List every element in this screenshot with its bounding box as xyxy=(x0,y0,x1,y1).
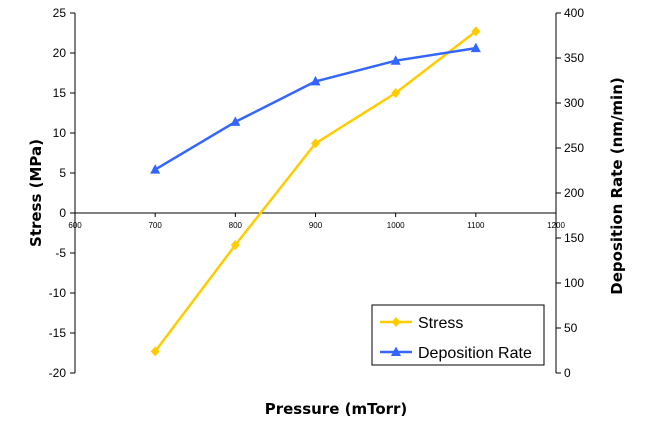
data-point-deposition-rate xyxy=(150,164,161,174)
x-tick-label: 700 xyxy=(148,221,162,230)
data-point-stress xyxy=(391,88,401,98)
legend-box xyxy=(371,304,545,366)
series-layer xyxy=(150,26,481,357)
data-point-deposition-rate xyxy=(230,116,241,126)
y2-tick-label: 50 xyxy=(564,321,578,335)
y-tick-label: -15 xyxy=(49,326,67,340)
legend-label-deposition-rate: Deposition Rate xyxy=(418,345,532,362)
y2-tick-label: 250 xyxy=(564,141,584,155)
legend-marker-stress xyxy=(391,317,401,327)
data-point-stress xyxy=(311,138,320,149)
x-axis: 600 700 800 900 1000 1100 1200 xyxy=(68,212,565,230)
x-tick-label: 800 xyxy=(229,221,243,230)
data-point-deposition-rate xyxy=(310,75,321,86)
x-tick-label: 1000 xyxy=(387,221,405,230)
y-tick-label: 5 xyxy=(59,166,66,180)
y2-tick-label: 350 xyxy=(564,51,584,65)
y-tick-label: 15 xyxy=(53,86,67,100)
y2-tick-label: 300 xyxy=(564,96,584,110)
y-axis-right-title: Deposition Rate (nm/min) xyxy=(608,77,626,294)
y2-tick-label: 150 xyxy=(564,231,584,245)
y-tick-label: -5 xyxy=(55,246,66,260)
y2-tick-label: 400 xyxy=(564,6,584,20)
x-tick-label: 1100 xyxy=(467,221,485,230)
data-point-stress xyxy=(471,26,481,37)
y2-tick-label: 200 xyxy=(564,186,584,200)
y-tick-label: 0 xyxy=(59,206,66,220)
legend-label-stress: Stress xyxy=(418,315,463,332)
y-tick-label: -20 xyxy=(49,366,67,380)
data-point-stress xyxy=(150,346,160,357)
y-tick-label: 20 xyxy=(53,46,67,60)
legend: Stress Deposition Rate xyxy=(371,304,545,366)
data-point-stress xyxy=(230,240,240,250)
y-axis-left: -20 -15 -10 -5 0 5 10 15 20 25 xyxy=(49,6,76,380)
y-tick-label: 10 xyxy=(53,126,67,140)
x-tick-label: 900 xyxy=(309,221,323,230)
y-axis-left-title: Stress (MPa) xyxy=(27,139,45,247)
y-axis-right: 0 50 100 150 200 250 300 350 400 xyxy=(555,6,584,380)
series-line-deposition-rate xyxy=(154,46,477,171)
y2-tick-label: 100 xyxy=(564,276,584,290)
y-tick-label: 25 xyxy=(53,6,67,20)
legend-marker-deposition-rate xyxy=(391,346,401,356)
x-axis-title: Pressure (mTorr) xyxy=(265,400,408,418)
y-tick-label: -10 xyxy=(49,286,67,300)
data-point-deposition-rate xyxy=(390,55,401,65)
y2-tick-label: 0 xyxy=(564,366,571,380)
data-point-deposition-rate xyxy=(470,42,481,53)
